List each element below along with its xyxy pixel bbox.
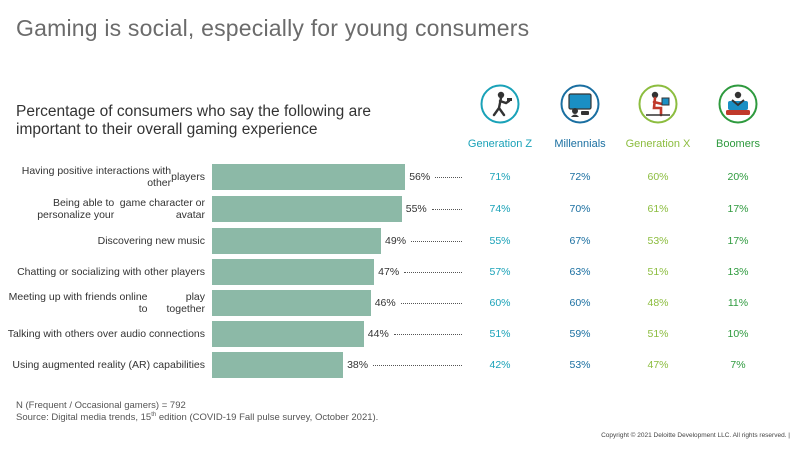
cell-generation-x: 53%: [647, 235, 669, 247]
category-label: Being able to personalize your game chara…: [5, 196, 205, 222]
cell-generation-z: 60%: [489, 297, 511, 309]
chart-row: Using augmented reality (AR) capabilitie…: [0, 352, 800, 378]
cell-generation-x: 47%: [647, 359, 669, 371]
category-label-line: play together: [166, 291, 205, 315]
bar: [212, 164, 406, 190]
cell-millennials: 67%: [569, 235, 591, 247]
column-header-boomers: Boomers: [715, 138, 761, 150]
category-label: Talking with others over audio connectio…: [5, 321, 205, 347]
source-note: Source: Digital media trends, 15th editi…: [16, 412, 378, 423]
source-suffix: edition (COVID-19 Fall pulse survey, Oct…: [156, 412, 379, 424]
category-label: Chatting or socializing with other playe…: [5, 259, 205, 285]
category-label: Having positive interactions with other p…: [5, 164, 205, 190]
category-label-line: Discovering new music: [97, 235, 205, 247]
page-title: Gaming is social, especially for young c…: [16, 15, 530, 41]
chart-row: Meeting up with friends online to play to…: [0, 290, 800, 316]
leader-dots: [431, 209, 462, 210]
bar-value-label: 44%: [367, 328, 389, 340]
leader-dots: [411, 241, 462, 242]
gamer-millennials-icon: [560, 84, 600, 124]
cell-generation-z: 57%: [489, 266, 511, 278]
cell-generation-x: 60%: [647, 171, 669, 183]
cell-millennials: 60%: [569, 297, 591, 309]
cell-boomers: 13%: [727, 266, 749, 278]
cell-millennials: 72%: [569, 171, 591, 183]
category-label-line: players: [171, 171, 205, 183]
cell-boomers: 20%: [727, 171, 749, 183]
gamer-boomers-icon: [718, 84, 758, 124]
cell-boomers: 11%: [727, 297, 749, 309]
leader-dots: [393, 334, 462, 335]
leader-dots: [435, 177, 462, 178]
chart-row: Being able to personalize your game chara…: [0, 196, 800, 222]
cell-generation-z: 71%: [489, 171, 511, 183]
category-label: Discovering new music: [5, 228, 205, 254]
bar-value-label: 55%: [405, 203, 427, 215]
bar-value-label: 47%: [378, 266, 400, 278]
cell-generation-x: 48%: [647, 297, 669, 309]
category-label-line: game character or avatar: [119, 197, 205, 221]
source-superscript: th: [151, 412, 157, 418]
source-prefix: Source: Digital media trends, 15: [16, 412, 152, 424]
category-label-line: Chatting or socializing with other playe…: [17, 266, 205, 278]
bar-value-label: 49%: [385, 235, 407, 247]
cell-generation-x: 51%: [647, 328, 669, 340]
sample-note: N (Frequent / Occasional gamers) = 792: [16, 400, 186, 411]
cell-boomers: 10%: [727, 328, 749, 340]
cell-boomers: 17%: [727, 203, 749, 215]
copyright: Copyright © 2021 Deloitte Development LL…: [601, 432, 790, 439]
cell-boomers: 7%: [730, 359, 746, 371]
category-label-line: Using augmented reality (AR) capabilitie…: [12, 359, 205, 371]
column-header-millennials: Millennials: [554, 138, 606, 150]
chart-subtitle: Percentage of consumers who say the foll…: [16, 103, 371, 138]
leader-dots: [400, 303, 462, 304]
cell-generation-z: 51%: [489, 328, 511, 340]
cell-generation-x: 51%: [647, 266, 669, 278]
cell-millennials: 70%: [569, 203, 591, 215]
bar: [212, 228, 382, 254]
bar-value-label: 38%: [347, 359, 369, 371]
cell-millennials: 63%: [569, 266, 591, 278]
bar: [212, 321, 364, 347]
bar: [212, 352, 344, 378]
gamer-genz-icon: [480, 84, 520, 124]
cell-generation-z: 55%: [489, 235, 511, 247]
category-label: Using augmented reality (AR) capabilitie…: [5, 352, 205, 378]
category-label-line: Being able to personalize your: [37, 197, 115, 221]
chart-row: Talking with others over audio connectio…: [0, 321, 800, 347]
chart-row: Having positive interactions with other p…: [0, 164, 800, 190]
leader-dots: [404, 272, 462, 273]
column-header-generation-z: Generation Z: [467, 138, 533, 150]
category-label: Meeting up with friends online to play to…: [5, 290, 205, 316]
bar: [212, 196, 402, 222]
cell-boomers: 17%: [727, 235, 749, 247]
chart-row: Discovering new music 49% 55% 67% 53% 17%: [0, 228, 800, 254]
bar-value-label: 46%: [374, 297, 396, 309]
leader-dots: [373, 365, 462, 366]
cell-generation-z: 42%: [489, 359, 511, 371]
category-label-line: Having positive interactions with other: [21, 165, 172, 189]
cell-generation-z: 74%: [489, 203, 511, 215]
category-label-line: Meeting up with friends online to: [8, 291, 148, 315]
cell-millennials: 53%: [569, 359, 591, 371]
bar: [212, 259, 375, 285]
gamer-genx-icon: [638, 84, 678, 124]
bar-value-label: 56%: [409, 171, 431, 183]
column-header-generation-x: Generation X: [625, 138, 691, 150]
category-label-line: Talking with others over audio connectio…: [7, 328, 205, 340]
cell-millennials: 59%: [569, 328, 591, 340]
chart-row: Chatting or socializing with other playe…: [0, 259, 800, 285]
bar: [212, 290, 371, 316]
cell-generation-x: 61%: [647, 203, 669, 215]
